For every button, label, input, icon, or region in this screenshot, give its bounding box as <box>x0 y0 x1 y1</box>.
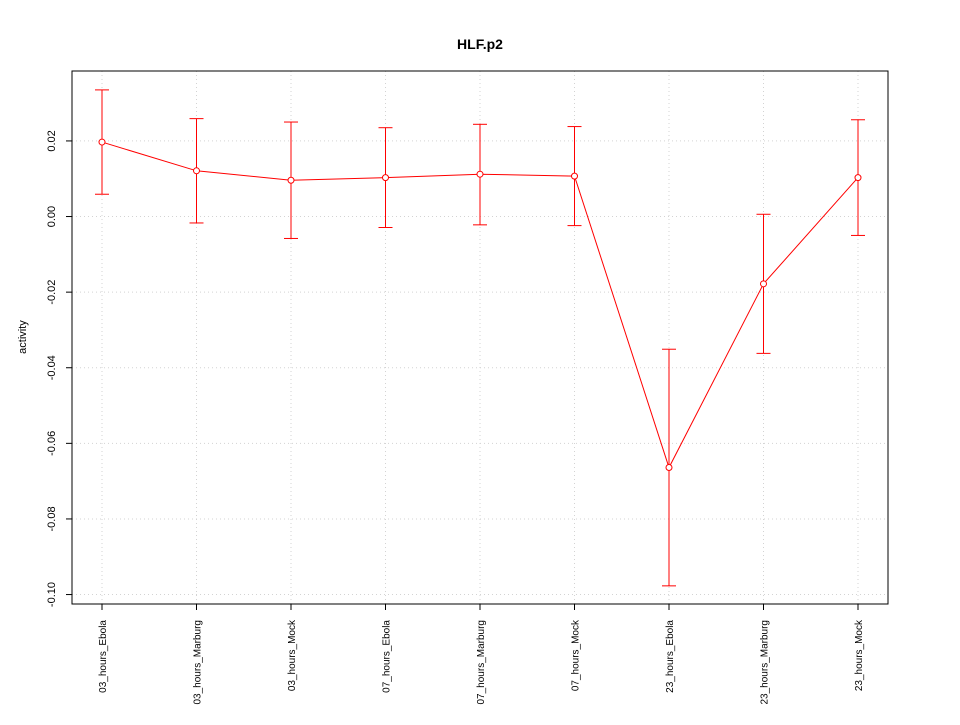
x-tick-label: 03_hours_Ebola <box>98 620 109 693</box>
y-tick-label: -0.06 <box>46 431 58 456</box>
x-tick-label: 03_hours_Marburg <box>193 620 204 705</box>
data-point <box>287 176 295 184</box>
y-tick-label: 0.00 <box>46 206 58 227</box>
x-tick-label: 23_hours_Ebola <box>665 620 676 693</box>
plot-border <box>71 70 889 605</box>
y-tick-label: -0.10 <box>46 582 58 607</box>
axes: 0.02 0.00 -0.02 -0.04 -0.06 -0.08 -0.10 03_hour… <box>46 130 865 704</box>
x-tick-label: 23_hours_Mock <box>854 619 865 691</box>
data-point <box>98 138 106 146</box>
data-point <box>854 174 862 182</box>
chart-title: HLF.p2 <box>457 36 503 52</box>
x-tick-label: 07_hours_Mock <box>571 619 582 691</box>
y-tick-label: -0.04 <box>46 355 58 380</box>
data-points <box>98 138 862 472</box>
y-tick-label: 0.02 <box>46 130 58 151</box>
data-point <box>665 464 673 472</box>
data-point <box>382 174 389 182</box>
y-tick-label: -0.02 <box>46 280 58 305</box>
y-axis-label: activity <box>17 320 29 354</box>
data-point <box>760 280 767 288</box>
data-point <box>193 167 200 175</box>
x-tick-label: 07_hours_Ebola <box>382 620 393 693</box>
data-point <box>476 170 484 178</box>
x-tick-label: 03_hours_Mock <box>287 619 298 691</box>
data-point <box>571 172 578 180</box>
y-tick-label: -0.08 <box>46 506 58 531</box>
x-tick-label: 23_hours_Marburg <box>760 620 771 705</box>
x-tick-label: 07_hours_Marburg <box>476 620 487 705</box>
